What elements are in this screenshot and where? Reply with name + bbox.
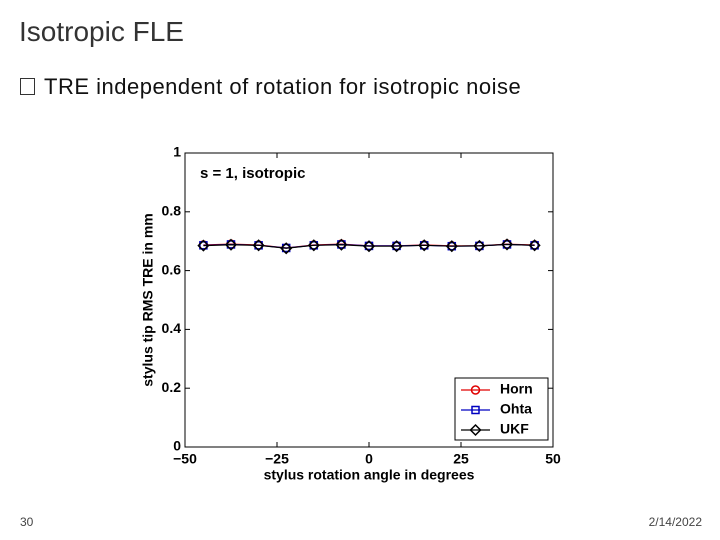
marker (335, 238, 348, 251)
y-tick-label: 1 (173, 144, 181, 160)
legend-label: Ohta (500, 401, 532, 417)
y-tick-label: 0.4 (162, 320, 182, 336)
x-tick-label: −25 (265, 451, 289, 467)
series-line (203, 243, 535, 249)
x-tick-label: 0 (365, 451, 373, 467)
marker (470, 385, 481, 395)
y-tick-label: 0.8 (162, 203, 182, 219)
marker (500, 238, 514, 251)
marker (445, 240, 458, 253)
marker (362, 240, 376, 253)
marker (252, 239, 265, 252)
marker (307, 239, 320, 252)
x-tick-label: 25 (453, 451, 469, 467)
annotation: s = 1, isotropic (200, 165, 305, 182)
x-axis-label: stylus rotation angle in degrees (264, 467, 475, 483)
bullet-marker (20, 78, 35, 95)
x-tick-label: 50 (545, 451, 561, 467)
marker (224, 238, 238, 251)
marker (418, 239, 431, 252)
legend-label: UKF (500, 421, 529, 437)
y-axis-label: stylus tip RMS TRE in mm (140, 213, 156, 386)
y-tick-label: 0.2 (162, 379, 182, 395)
slide-title: Isotropic FLE (19, 16, 184, 47)
marker (280, 242, 293, 255)
marker (469, 423, 482, 437)
marker (528, 239, 541, 252)
x-tick-label: −50 (173, 451, 197, 467)
y-tick-label: 0.6 (162, 261, 182, 277)
marker (390, 240, 403, 253)
marker (197, 239, 210, 252)
legend-label: Horn (500, 381, 533, 397)
page-number: 30 (20, 515, 34, 529)
bullet-text: TRE independent of rotation for isotropi… (44, 74, 522, 99)
slide-date: 2/14/2022 (648, 515, 702, 529)
marker (471, 405, 480, 415)
marker (473, 239, 486, 252)
y-tick-label: 0 (173, 438, 181, 454)
